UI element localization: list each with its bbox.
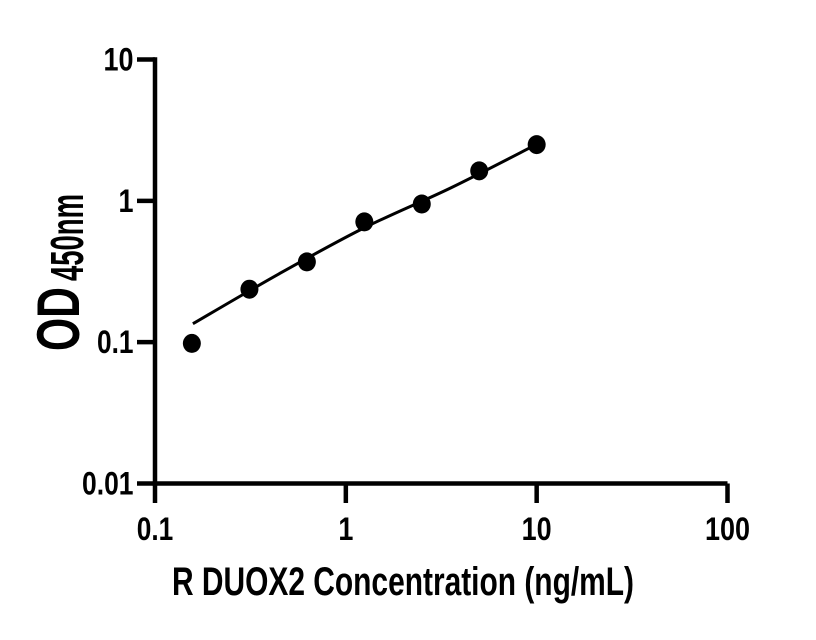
y-tick-label: 10 [104, 42, 134, 78]
x-tick-label: 10 [522, 511, 552, 547]
data-point [297, 252, 316, 272]
x-tick-labels: 0.1 1 10 100 [137, 511, 750, 547]
data-point [412, 194, 431, 214]
data-points-layer [182, 135, 546, 353]
y-axis-title: OD [25, 287, 92, 351]
data-point [470, 161, 489, 181]
x-axis-title: R DUOX2 Concentration (ng/mL) [172, 560, 634, 604]
data-point [240, 279, 259, 299]
x-tick-label: 1 [338, 511, 353, 547]
data-point [355, 212, 374, 232]
y-tick-labels: 0.01 0.1 1 10 [82, 42, 134, 502]
x-tick-label: 0.1 [137, 511, 174, 547]
y-tick-label: 0.1 [97, 324, 134, 360]
y-tick-label: 0.01 [82, 466, 134, 502]
x-tick-label: 100 [705, 511, 750, 547]
axes-layer [137, 57, 730, 503]
data-point [182, 333, 201, 353]
y-axis-title-subscript: 450nm [41, 194, 93, 281]
data-point [527, 135, 546, 155]
y-tick-label: 1 [119, 183, 134, 219]
